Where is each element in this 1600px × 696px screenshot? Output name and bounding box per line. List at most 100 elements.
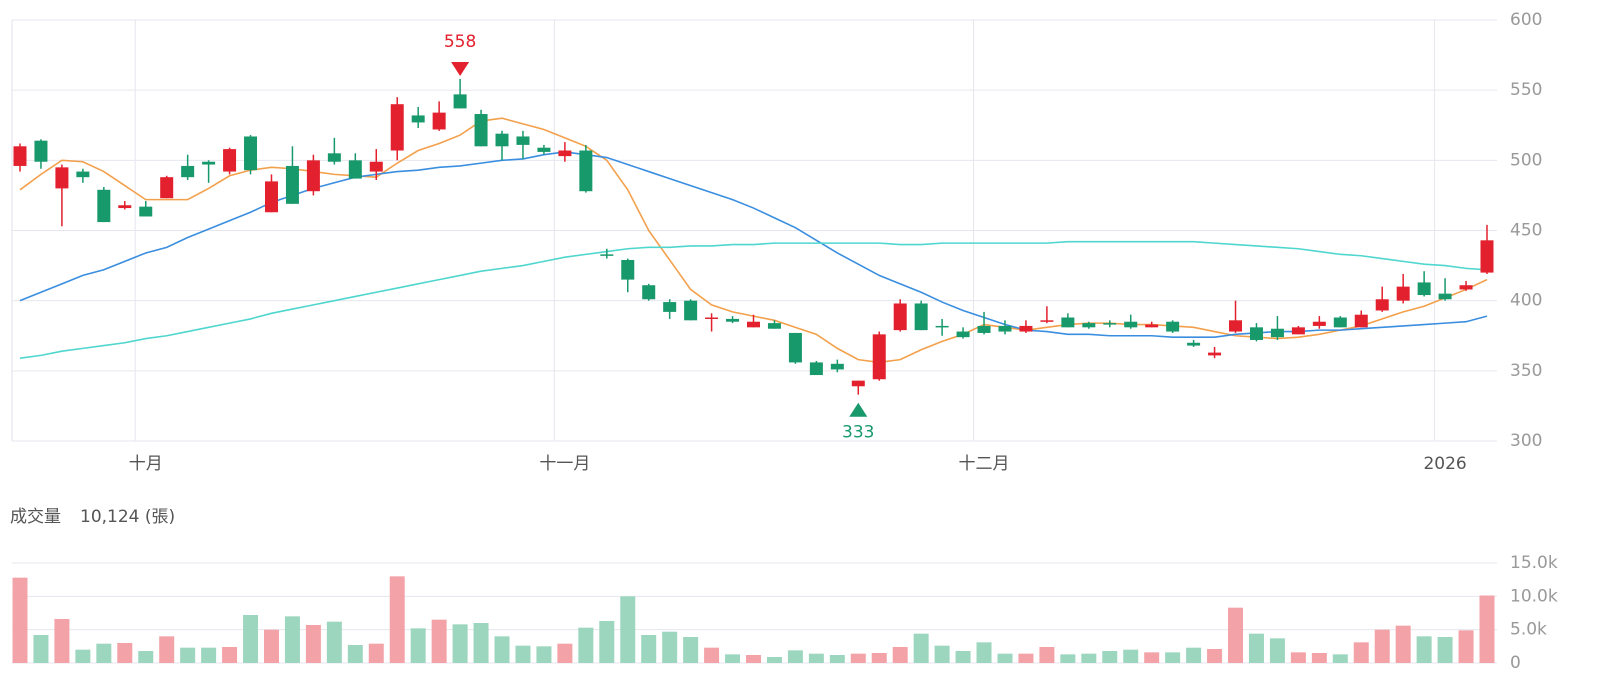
volume-bar bbox=[641, 635, 657, 663]
volume-bar bbox=[180, 647, 196, 663]
volume-bar bbox=[12, 577, 28, 663]
volume-latest: 10,124 (張) bbox=[80, 507, 175, 527]
candle-body bbox=[202, 161, 216, 165]
x-tick-label: 十二月 bbox=[959, 454, 1010, 474]
candle-body bbox=[935, 325, 949, 328]
volume-bar bbox=[1039, 647, 1055, 663]
volume-bar bbox=[683, 637, 699, 663]
volume-bar bbox=[871, 653, 887, 663]
y-tick-label: 5.0k bbox=[1510, 620, 1547, 640]
y-tick-label: 300 bbox=[1510, 431, 1542, 451]
y-tick-label: 10.0k bbox=[1510, 586, 1558, 606]
candle-body bbox=[181, 165, 195, 178]
volume-bar bbox=[557, 643, 573, 663]
volume-bar bbox=[326, 621, 342, 663]
volume-bar bbox=[33, 635, 49, 663]
volume-bar bbox=[1207, 649, 1223, 663]
volume-bar bbox=[201, 647, 217, 663]
y-tick-label: 400 bbox=[1510, 291, 1542, 311]
candle-body bbox=[621, 259, 635, 280]
volume-bar bbox=[1102, 651, 1118, 663]
volume-bar bbox=[117, 643, 133, 663]
volume-bar bbox=[536, 646, 552, 663]
candle-body bbox=[1333, 317, 1347, 328]
x-tick-label: 十月 bbox=[129, 454, 163, 474]
volume-bar bbox=[934, 645, 950, 663]
volume-bar bbox=[1290, 652, 1306, 663]
candle-body bbox=[600, 254, 614, 256]
candle-body bbox=[1438, 293, 1452, 300]
volume-bar bbox=[997, 653, 1013, 663]
candle-body bbox=[55, 167, 69, 189]
candle-body bbox=[285, 165, 299, 204]
moving-average-line bbox=[19, 240, 1488, 359]
candle-body bbox=[516, 136, 530, 145]
candle-body bbox=[13, 146, 27, 166]
volume-bar bbox=[1165, 652, 1181, 663]
candle-body bbox=[1480, 240, 1494, 273]
volume-bar bbox=[368, 643, 384, 663]
candle-body bbox=[474, 114, 488, 147]
candle-body bbox=[914, 303, 928, 331]
volume-bar bbox=[1248, 633, 1264, 663]
y-tick-label: 600 bbox=[1510, 10, 1542, 30]
volume-title: 成交量 bbox=[10, 507, 61, 527]
candle-body bbox=[1249, 327, 1263, 340]
volume-bar bbox=[955, 651, 971, 663]
volume-bar bbox=[473, 623, 489, 663]
candle-body bbox=[118, 205, 132, 209]
candle-body bbox=[684, 300, 698, 321]
volume-bar bbox=[75, 649, 91, 663]
candle-body bbox=[223, 149, 237, 172]
candle-body bbox=[495, 133, 509, 147]
volume-bar bbox=[1060, 654, 1076, 663]
volume-bar bbox=[1081, 653, 1097, 663]
volume-bar bbox=[1437, 637, 1453, 663]
volume-bar bbox=[305, 625, 321, 663]
high-marker bbox=[451, 61, 470, 76]
volume-bar bbox=[347, 645, 363, 663]
volume-bar bbox=[829, 655, 845, 663]
volume-bar bbox=[1353, 642, 1369, 663]
candle-body bbox=[369, 161, 383, 172]
candle-body bbox=[76, 171, 90, 178]
volume-bar bbox=[410, 628, 426, 663]
x-tick-label: 2026 bbox=[1423, 454, 1466, 474]
candle-body bbox=[558, 150, 572, 157]
candle-body bbox=[663, 302, 677, 312]
volume-bar bbox=[913, 633, 929, 663]
candle-body bbox=[537, 147, 551, 152]
volume-bar bbox=[599, 621, 615, 663]
low-marker bbox=[849, 402, 868, 417]
volume-bar bbox=[1018, 653, 1034, 663]
candle-body bbox=[767, 323, 781, 329]
volume-bar bbox=[1269, 638, 1285, 663]
candle-body bbox=[390, 104, 404, 151]
volume-bar bbox=[159, 636, 175, 663]
candle-body bbox=[1417, 282, 1431, 296]
volume-bar bbox=[263, 629, 279, 663]
y-tick-label: 550 bbox=[1510, 80, 1542, 100]
candle-body bbox=[1082, 323, 1096, 328]
volume-bar bbox=[1228, 607, 1244, 663]
candle-body bbox=[1187, 342, 1201, 346]
volume-bar bbox=[222, 647, 238, 663]
candle-body bbox=[998, 325, 1012, 332]
low-label: 333 bbox=[842, 423, 874, 443]
volume-bar bbox=[578, 627, 594, 663]
candle-body bbox=[1291, 327, 1305, 335]
x-tick-label: 十一月 bbox=[539, 454, 590, 474]
volume-bar bbox=[243, 615, 259, 663]
volume-bar bbox=[452, 624, 468, 663]
candle-body bbox=[726, 318, 740, 322]
volume-bar bbox=[766, 657, 782, 663]
candle-body bbox=[830, 363, 844, 370]
y-tick-label: 450 bbox=[1510, 221, 1542, 241]
volume-bar bbox=[1186, 647, 1202, 663]
volume-bar bbox=[1332, 654, 1348, 663]
volume-bar bbox=[54, 619, 70, 663]
candle-body bbox=[893, 303, 907, 331]
candle-body bbox=[411, 115, 425, 123]
volume-bar bbox=[725, 654, 741, 663]
volume-bar bbox=[515, 645, 531, 663]
